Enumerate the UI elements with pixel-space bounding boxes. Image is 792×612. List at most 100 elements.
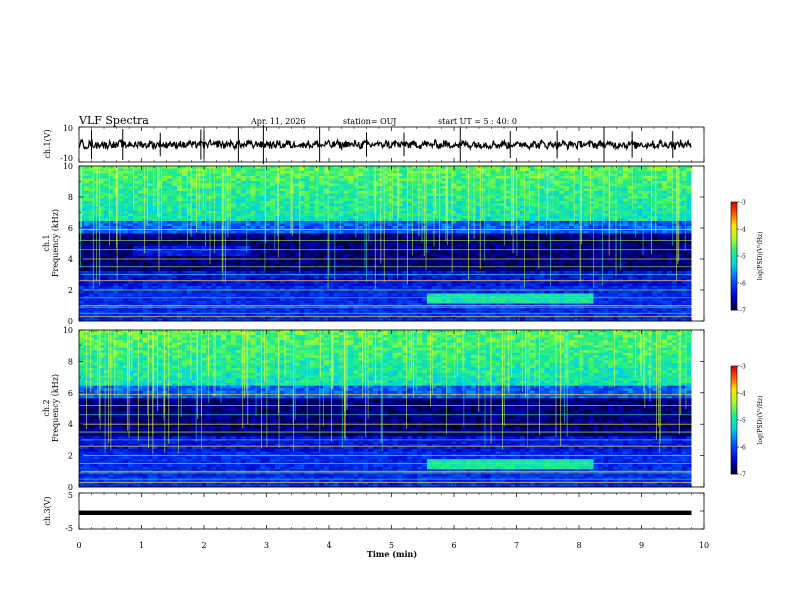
spectrogram-cell <box>593 181 599 184</box>
spectrogram-cell <box>279 196 286 199</box>
spectrogram-cell <box>226 186 232 189</box>
spectrogram-cell <box>382 191 389 194</box>
spectrogram-cell <box>397 171 403 174</box>
spectrogram-cell <box>642 188 648 192</box>
spectrogram-cell <box>196 261 202 264</box>
spectrogram-cell <box>500 226 506 229</box>
spectrogram-cell <box>216 211 222 214</box>
spectrogram-cell <box>490 243 496 247</box>
spectrogram-cell <box>515 213 521 217</box>
spectrogram-cell <box>279 211 286 214</box>
spectrogram-cell <box>441 171 447 174</box>
spectrogram-cell <box>363 221 369 224</box>
spectrogram-cell <box>304 186 310 189</box>
spectrogram-cell <box>177 218 183 222</box>
spectrogram-cell <box>402 193 408 197</box>
spectrogram-cell <box>480 236 487 239</box>
spectrogram-cell <box>495 178 501 182</box>
spectrogram-cell <box>216 173 222 177</box>
spectrogram-cell <box>569 183 575 187</box>
spectrogram-cell <box>647 181 653 184</box>
spectrogram-cell <box>554 208 560 212</box>
spectrogram-cell <box>304 198 310 202</box>
spectrogram-cell <box>505 213 511 217</box>
spectrogram-cell <box>245 256 251 259</box>
spectrogram-cell <box>441 238 447 242</box>
spectrogram-cell <box>642 203 648 207</box>
spectrogram-cell <box>397 181 403 184</box>
spectrogram-cell <box>407 178 413 182</box>
spectrogram-cell <box>201 186 207 189</box>
spectrogram-cell <box>83 258 90 262</box>
spectrogram-cell <box>490 168 496 172</box>
spectrogram-cell <box>652 218 658 222</box>
spectrogram-cell <box>142 243 148 247</box>
spectrogram-cell <box>559 208 565 212</box>
spectrogram-cell <box>471 208 477 212</box>
spectrogram-cell <box>652 256 658 259</box>
spectrogram-cell <box>284 221 291 224</box>
spectrogram-cell <box>681 196 687 199</box>
spectrogram-cell <box>309 208 315 212</box>
spectrogram-cell <box>186 238 193 242</box>
spectrogram-cell <box>319 186 325 189</box>
spectrogram-cell <box>333 256 340 259</box>
spectrogram-cell <box>451 253 457 257</box>
spectrogram-cell <box>676 221 683 224</box>
spectrogram-cell <box>245 211 251 214</box>
spectrogram-cell <box>686 223 692 227</box>
spectrogram-cell <box>186 183 193 187</box>
spectrogram-cell <box>358 166 364 169</box>
spectrogram-cell <box>368 218 374 222</box>
spectrogram-cell <box>627 206 634 209</box>
spectrogram-cell <box>549 238 555 242</box>
spectrogram-cell <box>608 221 614 224</box>
spectrogram-cell <box>152 226 158 229</box>
spectrogram-cell <box>324 191 330 194</box>
spectrogram-cell <box>348 196 354 199</box>
spectrogram-cell <box>603 168 609 172</box>
spectrogram-cell <box>490 238 496 242</box>
spectrogram-cell <box>471 198 477 202</box>
spectrogram-cell <box>446 251 452 254</box>
spectrogram-cell <box>226 193 232 197</box>
spectrogram-cell <box>671 216 678 219</box>
spectrogram-cell <box>333 171 340 174</box>
spectrogram-cell <box>544 253 550 257</box>
spectrogram-cell <box>686 198 692 202</box>
spectrogram-cell <box>93 176 99 179</box>
spectrogram-cell <box>446 178 452 182</box>
spectrogram-cell <box>505 168 511 172</box>
spectrogram-cell <box>451 263 457 267</box>
ch1-waveform-line <box>78 137 692 152</box>
spectrogram-cell <box>270 263 276 267</box>
spectrogram-cell <box>137 233 144 237</box>
spectrogram-cell <box>598 183 604 187</box>
spectrogram-cell <box>299 258 305 262</box>
spectrogram-cell <box>162 193 168 197</box>
spectrogram-cell <box>603 173 609 177</box>
spectrogram-cell <box>206 188 212 192</box>
spectrogram-cell <box>598 168 604 172</box>
spectrogram-cell <box>441 166 447 169</box>
spectrogram-cell <box>490 176 496 179</box>
spectrogram-cell <box>211 233 217 237</box>
spectrogram-cell <box>255 243 261 247</box>
spectrogram-cell <box>471 196 477 199</box>
spectrogram-cell <box>123 186 129 189</box>
spectrogram-cell <box>88 206 95 209</box>
spectrogram-cell <box>260 181 266 184</box>
spectrogram-cell <box>490 263 496 267</box>
spectrogram-cell <box>544 183 550 187</box>
spectrogram-cell <box>172 188 178 192</box>
spectrogram-cell <box>358 223 364 227</box>
spectrogram-cell <box>328 203 335 207</box>
spectrogram-cell <box>324 186 330 189</box>
spectrogram-cell <box>588 233 594 237</box>
spectrogram-cell <box>647 258 653 262</box>
spectrogram-cell <box>402 223 408 227</box>
spectrogram-cell <box>221 238 227 242</box>
spectrogram-cell <box>573 206 580 209</box>
spectrogram-cell <box>83 193 90 197</box>
spectrogram-cell <box>382 198 389 202</box>
